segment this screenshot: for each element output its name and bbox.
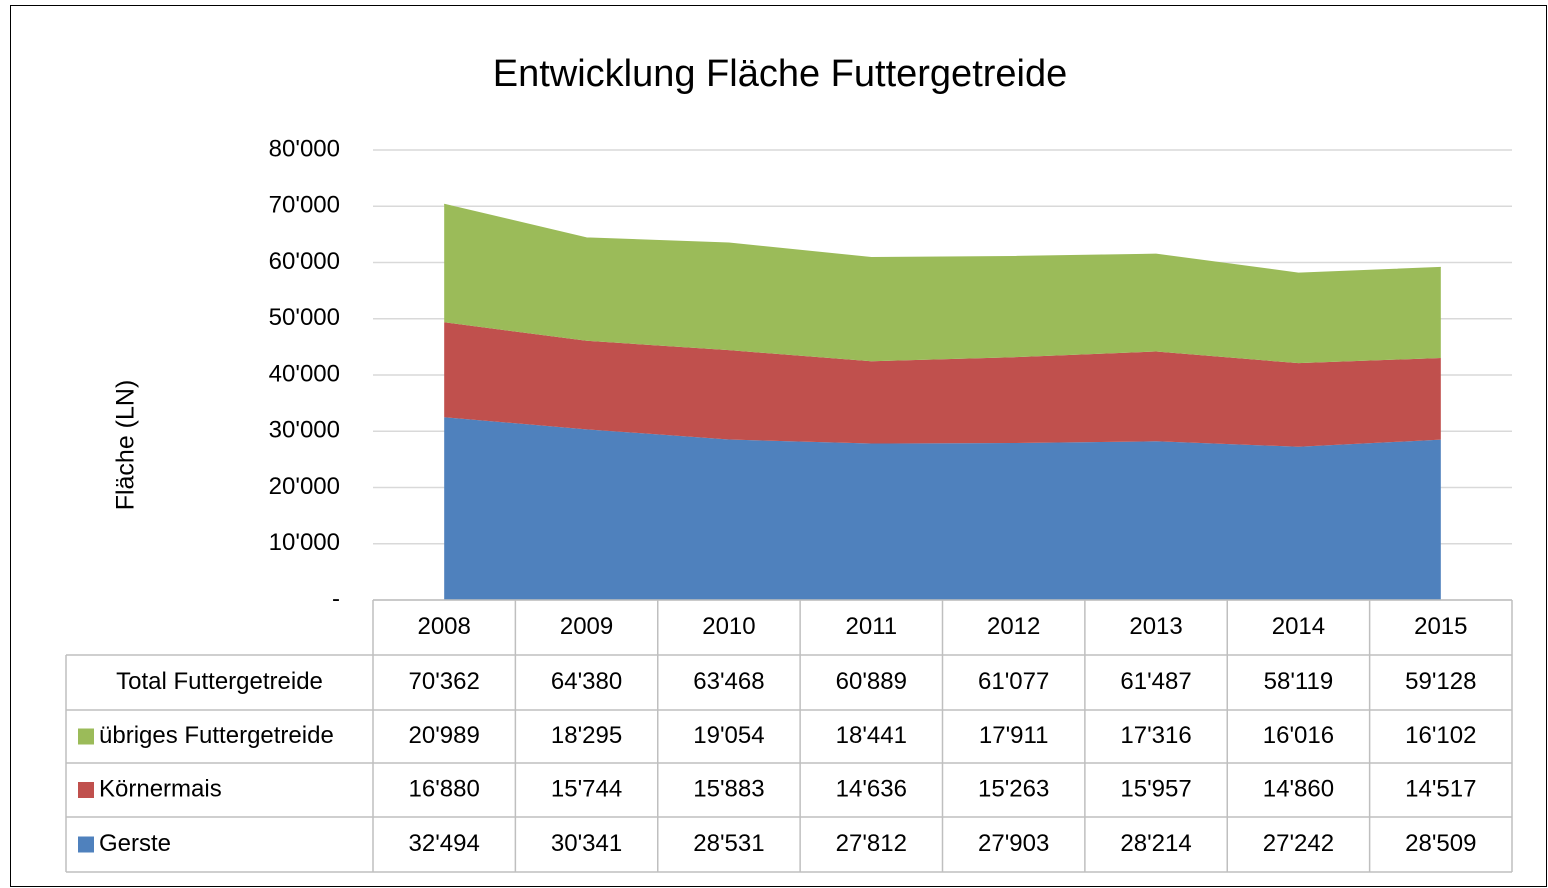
legend-key <box>78 836 94 853</box>
x-tick-label: 2015 <box>1414 613 1467 640</box>
table-value: 16'016 <box>1263 722 1334 749</box>
table-value: 63'468 <box>693 668 764 695</box>
table-value: 61'077 <box>978 668 1049 695</box>
table-value: 61'487 <box>1120 668 1191 695</box>
table-value: 27'903 <box>978 830 1049 857</box>
legend-key <box>78 782 94 798</box>
chart-title: Entwicklung Fläche Futtergetreide <box>493 53 1068 95</box>
table-value: 15'957 <box>1120 775 1191 802</box>
table-value: 16'102 <box>1405 722 1476 749</box>
table-value: 17'316 <box>1120 722 1191 749</box>
area <box>444 417 1441 600</box>
y-tick-label: 40'000 <box>269 360 340 387</box>
y-tick-label: - <box>332 585 340 612</box>
table-value: 14'860 <box>1263 775 1334 802</box>
table-value: 18'441 <box>836 722 907 749</box>
row-label: Total Futtergetreide <box>116 668 323 695</box>
table-value: 32'494 <box>409 830 480 857</box>
legend-label: Körnermais <box>99 775 222 802</box>
x-tick-label: 2014 <box>1272 613 1325 640</box>
y-tick-label: 80'000 <box>269 135 340 162</box>
table-value: 17'911 <box>979 722 1049 749</box>
table-value: 15'883 <box>693 775 764 802</box>
table-value: 16'880 <box>409 775 480 802</box>
legend-key <box>78 728 94 745</box>
table-value: 59'128 <box>1405 668 1476 695</box>
table-value: 28'509 <box>1405 830 1476 857</box>
area <box>444 204 1441 364</box>
y-tick-label: 70'000 <box>269 192 340 219</box>
y-tick-label: 20'000 <box>269 473 340 500</box>
table-value: 15'263 <box>978 775 1049 802</box>
table-value: 30'341 <box>551 830 622 857</box>
table-value: 20'989 <box>409 722 480 749</box>
table-value: 60'889 <box>836 668 907 695</box>
legend-label: Gerste <box>99 830 171 857</box>
y-tick-label: 10'000 <box>269 529 340 556</box>
legend-label: übriges Futtergetreide <box>99 722 334 749</box>
table-value: 28'214 <box>1120 830 1191 857</box>
x-tick-label: 2008 <box>417 613 470 640</box>
x-tick-label: 2010 <box>702 613 755 640</box>
area <box>444 322 1441 447</box>
table-value: 14'636 <box>836 775 907 802</box>
table-value: 15'744 <box>551 775 622 802</box>
table-value: 27'812 <box>836 830 907 857</box>
table-value: 19'054 <box>693 722 764 749</box>
table-value: 58'119 <box>1264 668 1334 695</box>
table-value: 70'362 <box>409 668 480 695</box>
y-tick-label: 30'000 <box>269 417 340 444</box>
y-tick-label: 50'000 <box>269 304 340 331</box>
total-line <box>444 203 1441 274</box>
table-value: 28'531 <box>693 830 764 857</box>
table-value: 64'380 <box>551 668 622 695</box>
x-tick-label: 2011 <box>846 613 898 640</box>
x-tick-label: 2012 <box>987 613 1040 640</box>
table-value: 14'517 <box>1405 775 1476 802</box>
y-axis-label: Fläche (LN) <box>112 380 140 511</box>
x-tick-label: 2013 <box>1129 613 1182 640</box>
table-value: 27'242 <box>1263 830 1334 857</box>
x-tick-label: 2009 <box>560 613 613 640</box>
table-value: 18'295 <box>551 722 622 749</box>
y-tick-label: 60'000 <box>269 248 340 275</box>
